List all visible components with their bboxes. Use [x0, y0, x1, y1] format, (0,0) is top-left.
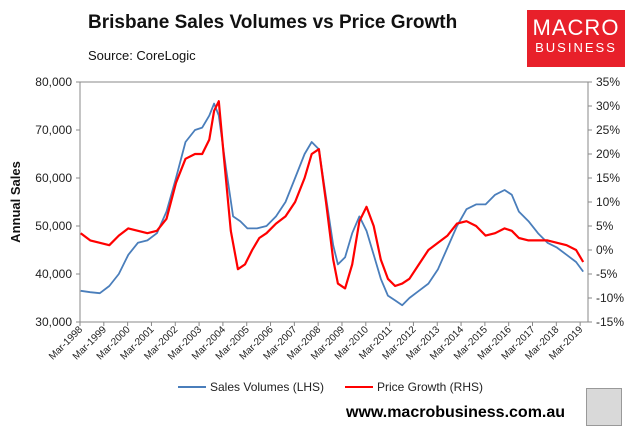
legend-label-sales: Sales Volumes (LHS)	[210, 380, 324, 394]
y-axis-title: Annual Sales	[8, 161, 23, 243]
right-tick-label: 10%	[596, 195, 620, 209]
macrobusiness-logo: MACRO BUSINESS	[527, 10, 625, 67]
right-tick-label: -5%	[596, 267, 618, 281]
left-tick-label: 60,000	[35, 171, 72, 185]
logo-line-macro: MACRO	[532, 15, 620, 40]
right-tick-label: 25%	[596, 123, 620, 137]
right-tick-label: -15%	[596, 315, 624, 329]
right-tick-label: 0%	[596, 243, 614, 257]
right-tick-label: 35%	[596, 75, 620, 89]
website-url: www.macrobusiness.com.au	[346, 404, 566, 421]
left-tick-label: 80,000	[35, 75, 72, 89]
sales-volume-line	[80, 102, 584, 307]
left-tick-label: 30,000	[35, 315, 72, 329]
right-tick-label: 15%	[596, 171, 620, 185]
logo-line-business: BUSINESS	[535, 40, 617, 55]
price-growth-line	[80, 100, 585, 290]
right-tick-label: 5%	[596, 219, 614, 233]
right-tick-label: 30%	[596, 99, 620, 113]
right-tick-label: 20%	[596, 147, 620, 161]
left-tick-label: 40,000	[35, 267, 72, 281]
legend-label-price: Price Growth (RHS)	[377, 380, 483, 394]
left-tick-label: 70,000	[35, 123, 72, 137]
left-tick-label: 50,000	[35, 219, 72, 233]
plot-frame	[79, 81, 589, 323]
right-tick-label: -10%	[596, 291, 624, 305]
wolf-icon	[586, 388, 622, 426]
source-label: Source: CoreLogic	[88, 48, 196, 63]
chart-title: Brisbane Sales Volumes vs Price Growth	[88, 12, 458, 33]
